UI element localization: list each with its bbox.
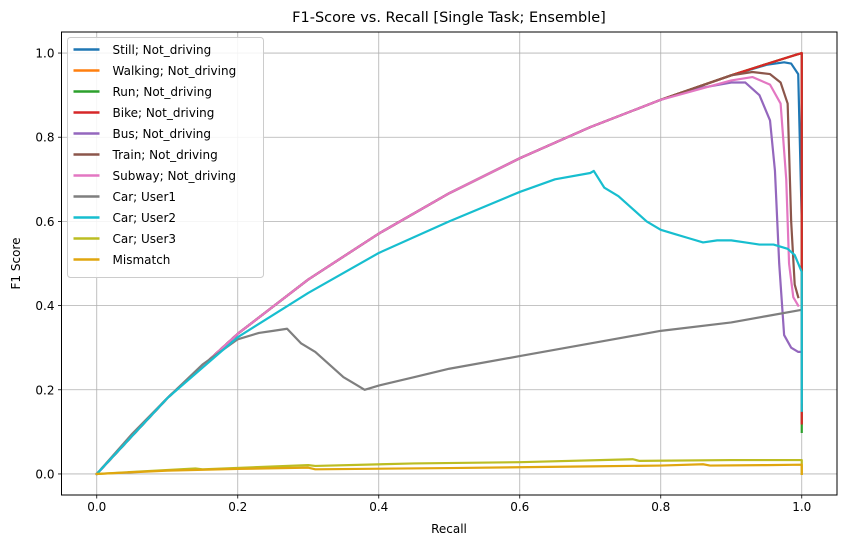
legend-label: Subway; Not_driving bbox=[113, 169, 237, 183]
legend-box bbox=[67, 37, 264, 278]
series-line-6 bbox=[95, 75, 800, 476]
series-line-8 bbox=[95, 169, 803, 476]
legend-label: Car; User3 bbox=[113, 232, 177, 246]
chart-title: F1-Score vs. Recall [Single Task; Ensemb… bbox=[292, 10, 606, 26]
legend-label: Run; Not_driving bbox=[113, 85, 212, 99]
legend-label: Car; User2 bbox=[113, 211, 177, 225]
y-tick-label: 0.6 bbox=[35, 215, 54, 229]
x-tick-label: 0.8 bbox=[651, 500, 670, 514]
x-tick-label: 0.2 bbox=[228, 500, 247, 514]
legend-label: Train; Not_driving bbox=[112, 148, 218, 162]
legend-label: Car; User1 bbox=[113, 190, 177, 204]
y-tick-label: 0.4 bbox=[35, 299, 54, 313]
y-tick-label: 0.8 bbox=[35, 131, 54, 145]
x-axis-ticks: 0.0 0.2 0.4 0.6 0.8 1.0 bbox=[87, 495, 811, 514]
legend: Still; Not_driving Walking; Not_driving Ru… bbox=[67, 37, 264, 278]
x-tick-label: 0.6 bbox=[510, 500, 529, 514]
series-layer bbox=[95, 51, 803, 476]
x-axis-label: Recall bbox=[431, 522, 467, 536]
legend-label: Mismatch bbox=[113, 253, 171, 267]
x-tick-label: 1.0 bbox=[792, 500, 811, 514]
series-line-10 bbox=[95, 463, 803, 476]
y-axis-label: F1 Score bbox=[9, 238, 23, 290]
legend-label: Still; Not_driving bbox=[113, 43, 212, 57]
y-tick-label: 0.0 bbox=[35, 467, 54, 481]
y-tick-label: 1.0 bbox=[35, 47, 54, 61]
legend-label: Bus; Not_driving bbox=[113, 127, 212, 141]
legend-label: Walking; Not_driving bbox=[113, 64, 237, 78]
x-tick-label: 0.0 bbox=[87, 500, 106, 514]
y-axis-ticks: 0.0 0.2 0.4 0.6 0.8 1.0 bbox=[35, 47, 62, 481]
legend-label: Bike; Not_driving bbox=[113, 106, 215, 120]
plot-frame bbox=[61, 31, 838, 496]
x-tick-label: 0.4 bbox=[369, 500, 388, 514]
y-tick-label: 0.2 bbox=[35, 383, 54, 397]
